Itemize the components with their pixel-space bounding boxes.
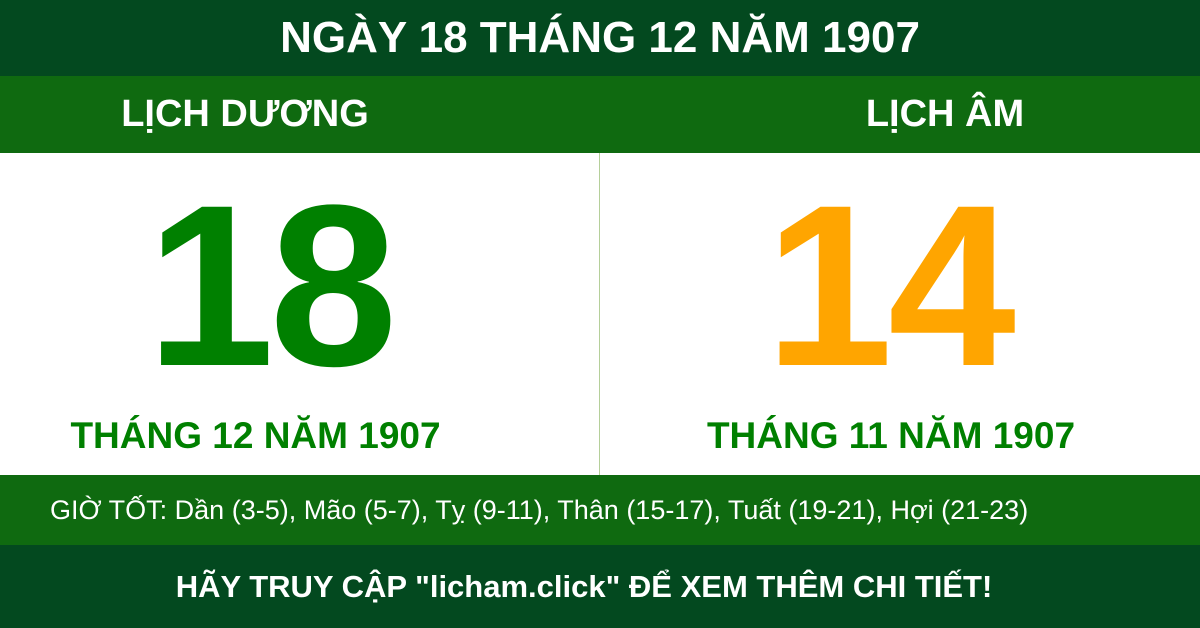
- good-hours: GIỜ TỐT: Dần (3-5), Mão (5-7), Tỵ (9-11)…: [0, 475, 1200, 545]
- lunar-month-year: THÁNG 11 NĂM 1907: [706, 415, 1076, 456]
- solar-day: 18: [146, 157, 398, 414]
- lunar-calendar-label: LỊCH ÂM: [865, 93, 1025, 135]
- solar-column: 18 THÁNG 12 NĂM 1907: [0, 153, 600, 475]
- solar-month-year: THÁNG 12 NĂM 1907: [70, 415, 441, 456]
- solar-calendar-label: LỊCH DƯƠNG: [121, 93, 369, 135]
- calendar-body: 18 THÁNG 12 NĂM 1907 14 THÁNG 11 NĂM 190…: [0, 153, 1200, 475]
- calendar-headers: LỊCH DƯƠNG LỊCH ÂM: [0, 76, 1200, 153]
- lunar-column: 14 THÁNG 11 NĂM 1907: [600, 153, 1200, 475]
- footer-cta: HÃY TRUY CẬP "licham.click" ĐỂ XEM THÊM …: [0, 545, 1200, 628]
- page-title: NGÀY 18 THÁNG 12 NĂM 1907: [0, 0, 1200, 76]
- lunar-day: 14: [765, 157, 1016, 414]
